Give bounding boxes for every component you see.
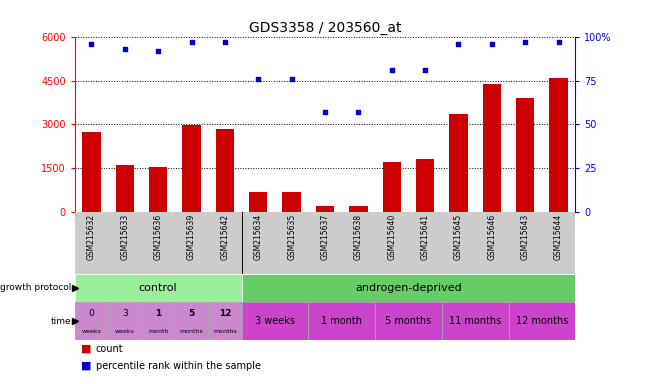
Text: GSM215642: GSM215642 <box>220 214 229 260</box>
Text: GSM215639: GSM215639 <box>187 214 196 260</box>
Bar <box>483 84 501 212</box>
Bar <box>242 302 308 340</box>
Text: months: months <box>213 329 237 334</box>
Point <box>120 46 130 52</box>
Text: 0: 0 <box>88 309 94 318</box>
Text: GSM215633: GSM215633 <box>120 214 129 260</box>
Text: control: control <box>139 283 177 293</box>
Bar <box>183 125 201 212</box>
Text: months: months <box>179 329 203 334</box>
Point <box>520 39 530 45</box>
Title: GDS3358 / 203560_at: GDS3358 / 203560_at <box>249 21 401 35</box>
Bar <box>116 166 134 212</box>
Bar <box>316 207 334 212</box>
Bar <box>149 167 167 212</box>
Point <box>387 67 397 73</box>
Point <box>187 39 197 45</box>
Text: growth protocol: growth protocol <box>0 283 72 293</box>
Text: GSM215641: GSM215641 <box>421 214 430 260</box>
Text: weeks: weeks <box>115 329 135 334</box>
Bar <box>83 132 101 212</box>
Text: 3: 3 <box>122 309 127 318</box>
Point <box>253 76 263 82</box>
Text: weeks: weeks <box>81 329 101 334</box>
Text: 1 month: 1 month <box>321 316 362 326</box>
Text: GSM215634: GSM215634 <box>254 214 263 260</box>
Point <box>287 76 297 82</box>
Text: 11 months: 11 months <box>449 316 501 326</box>
Bar <box>549 78 567 212</box>
Text: GSM215635: GSM215635 <box>287 214 296 260</box>
Bar <box>383 162 401 212</box>
Text: GSM215636: GSM215636 <box>153 214 162 260</box>
Text: GSM215646: GSM215646 <box>488 214 497 260</box>
Text: GSM215643: GSM215643 <box>521 214 530 260</box>
Point <box>153 48 163 54</box>
Text: month: month <box>148 329 168 334</box>
Bar <box>142 302 175 340</box>
Text: androgen-deprived: androgen-deprived <box>355 283 462 293</box>
Bar <box>349 207 367 212</box>
Text: GSM215638: GSM215638 <box>354 214 363 260</box>
Text: 3 weeks: 3 weeks <box>255 316 295 326</box>
Point <box>220 39 230 45</box>
Text: count: count <box>96 344 124 354</box>
Bar <box>283 192 301 212</box>
Text: 12: 12 <box>218 309 231 318</box>
Bar <box>108 302 142 340</box>
Bar <box>516 98 534 212</box>
Point <box>553 39 564 45</box>
Bar <box>175 302 208 340</box>
Bar <box>442 302 508 340</box>
Point <box>353 109 363 115</box>
Bar <box>375 302 442 340</box>
Text: GSM215645: GSM215645 <box>454 214 463 260</box>
Bar <box>249 192 267 212</box>
Text: GSM215637: GSM215637 <box>320 214 330 260</box>
Bar <box>208 302 242 340</box>
Text: GSM215640: GSM215640 <box>387 214 396 260</box>
Point <box>453 41 463 47</box>
Point <box>420 67 430 73</box>
Text: GSM215632: GSM215632 <box>87 214 96 260</box>
Bar <box>416 159 434 212</box>
Text: time: time <box>51 316 72 326</box>
Bar <box>242 274 575 302</box>
Bar <box>508 302 575 340</box>
Text: ■: ■ <box>81 361 92 371</box>
Point <box>86 41 97 47</box>
Bar <box>449 114 467 212</box>
Bar <box>308 302 375 340</box>
Bar <box>216 129 234 212</box>
Text: 5 months: 5 months <box>385 316 432 326</box>
Text: 1: 1 <box>155 309 161 318</box>
Text: 12 months: 12 months <box>515 316 568 326</box>
Point <box>487 41 497 47</box>
Text: 5: 5 <box>188 309 194 318</box>
Bar <box>75 302 108 340</box>
Text: ■: ■ <box>81 344 92 354</box>
Point <box>320 109 330 115</box>
Bar <box>75 274 242 302</box>
Text: GSM215644: GSM215644 <box>554 214 563 260</box>
Text: percentile rank within the sample: percentile rank within the sample <box>96 361 261 371</box>
